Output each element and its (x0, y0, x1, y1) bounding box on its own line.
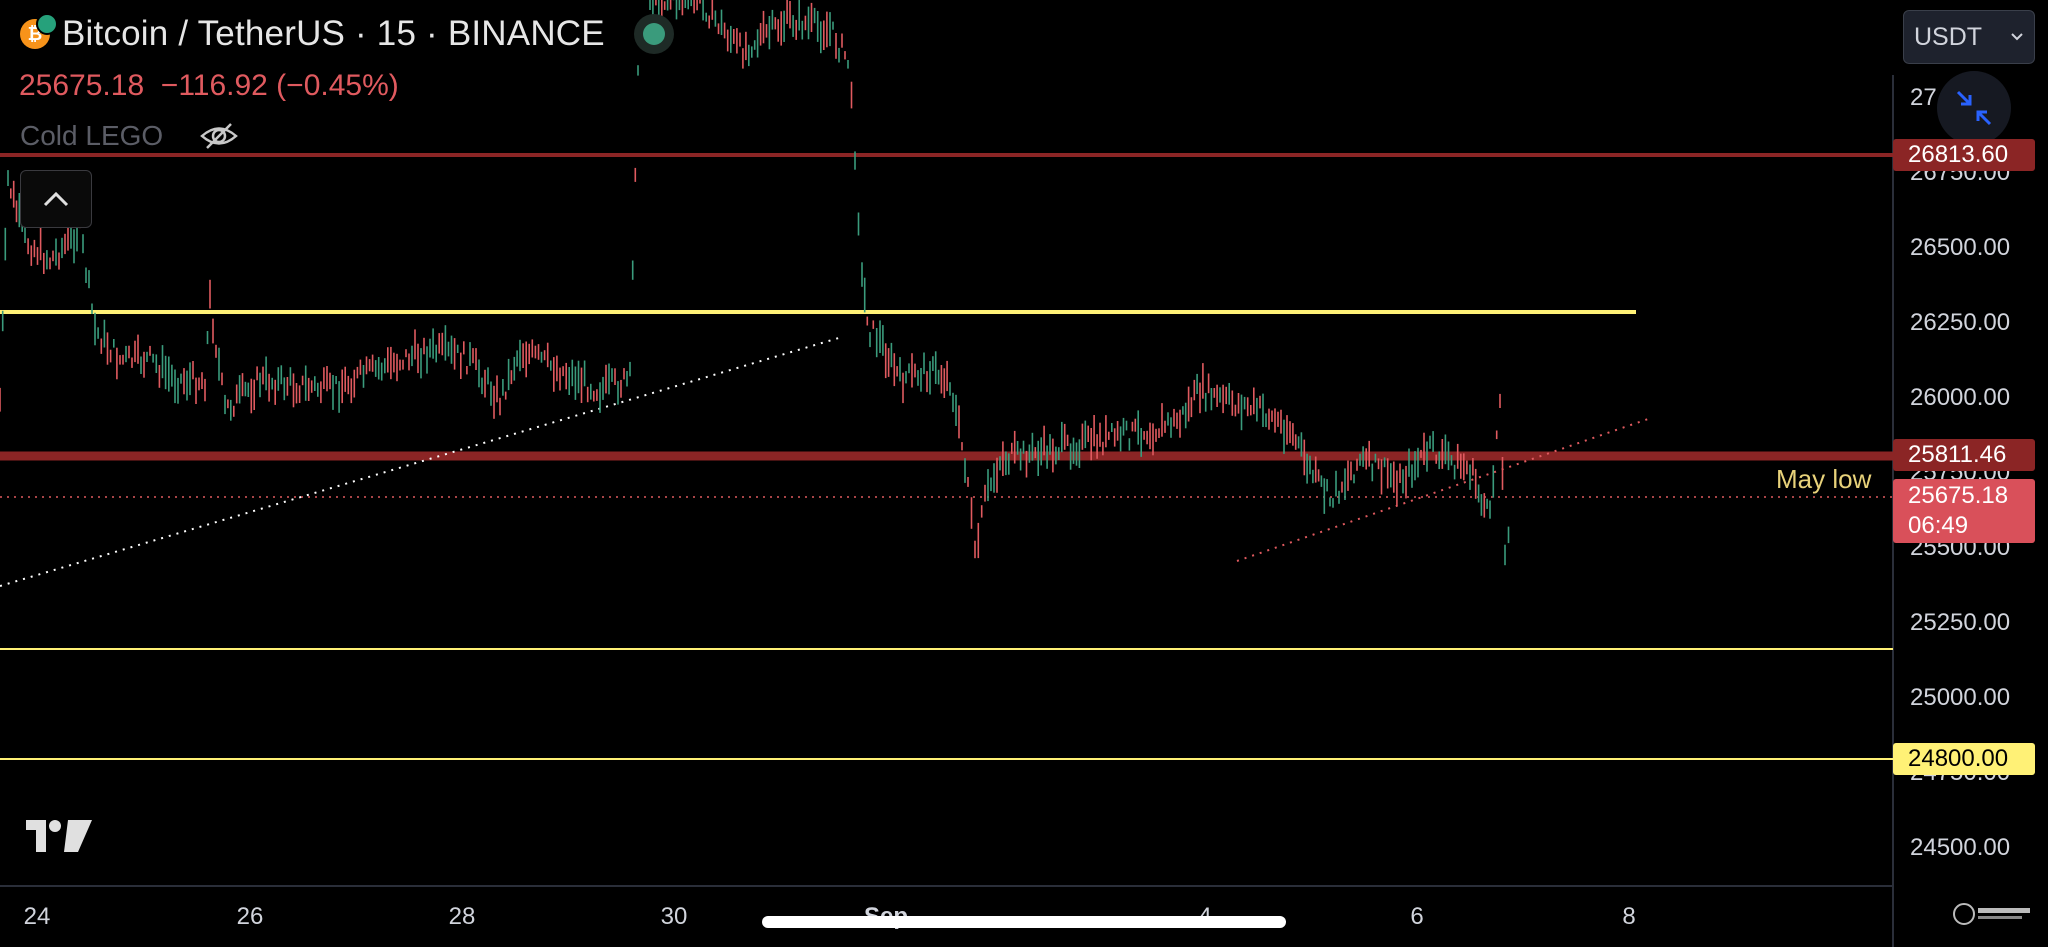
tether-icon (36, 13, 58, 35)
candle-series (0, 0, 1510, 566)
symbol-title: Bitcoin / TetherUS · 15 · BINANCE (62, 14, 605, 53)
time-tick: 8 (1622, 903, 1636, 930)
bitcoin-icon: ₿ (20, 13, 58, 49)
price-tick: 26000.00 (1910, 384, 2011, 411)
chevron-up-icon (43, 191, 69, 207)
price-tick: 25250.00 (1910, 609, 2011, 636)
indicator-legend: Cold LEGO (20, 120, 239, 152)
price-tick: 27 (1910, 84, 1937, 111)
current-price-value: 25675.18 (1908, 482, 2009, 509)
price-label-current: 25675.18 06:49 (1893, 479, 2035, 543)
watermark-logo-icon (1953, 903, 2030, 925)
tradingview-logo-icon (26, 820, 92, 852)
price-label-support: 25811.46 (1893, 439, 2035, 471)
collapse-arrows-icon (1956, 90, 1992, 126)
may-low-annotation: May low (1776, 464, 1872, 494)
price-change-line: 25675.18 −116.92 (−0.45%) (19, 69, 399, 102)
time-tick: 6 (1410, 903, 1424, 930)
collapse-legend-button[interactable] (20, 170, 92, 228)
time-tick: 28 (448, 903, 476, 930)
price-tick: 24500.00 (1910, 834, 2011, 861)
price-tick: 26250.00 (1910, 309, 2011, 336)
price-tick: 25000.00 (1910, 684, 2011, 711)
exit-fullscreen-button[interactable] (1937, 71, 2011, 145)
market-open-indicator (642, 23, 665, 45)
price-label-resistance: 26813.60 (1893, 139, 2035, 171)
symbol-header[interactable]: ₿ Bitcoin / TetherUS · 15 · BINANCE (20, 13, 665, 54)
chevron-down-icon (2011, 33, 2023, 41)
time-tick: 30 (660, 903, 688, 930)
home-indicator[interactable] (762, 916, 1286, 928)
price-tick: 26500.00 (1910, 234, 2011, 261)
trendline-red (1236, 418, 1649, 562)
indicator-name: Cold LEGO (20, 120, 164, 151)
currency-selected: USDT (1914, 22, 1983, 51)
time-tick: 24 (23, 903, 51, 930)
eye-off-icon[interactable] (199, 121, 239, 151)
bar-countdown: 06:49 (1908, 512, 1969, 539)
price-label-24800: 24800.00 (1893, 743, 2035, 775)
time-tick: 26 (236, 903, 264, 930)
currency-select[interactable]: USDT (1903, 10, 2035, 64)
